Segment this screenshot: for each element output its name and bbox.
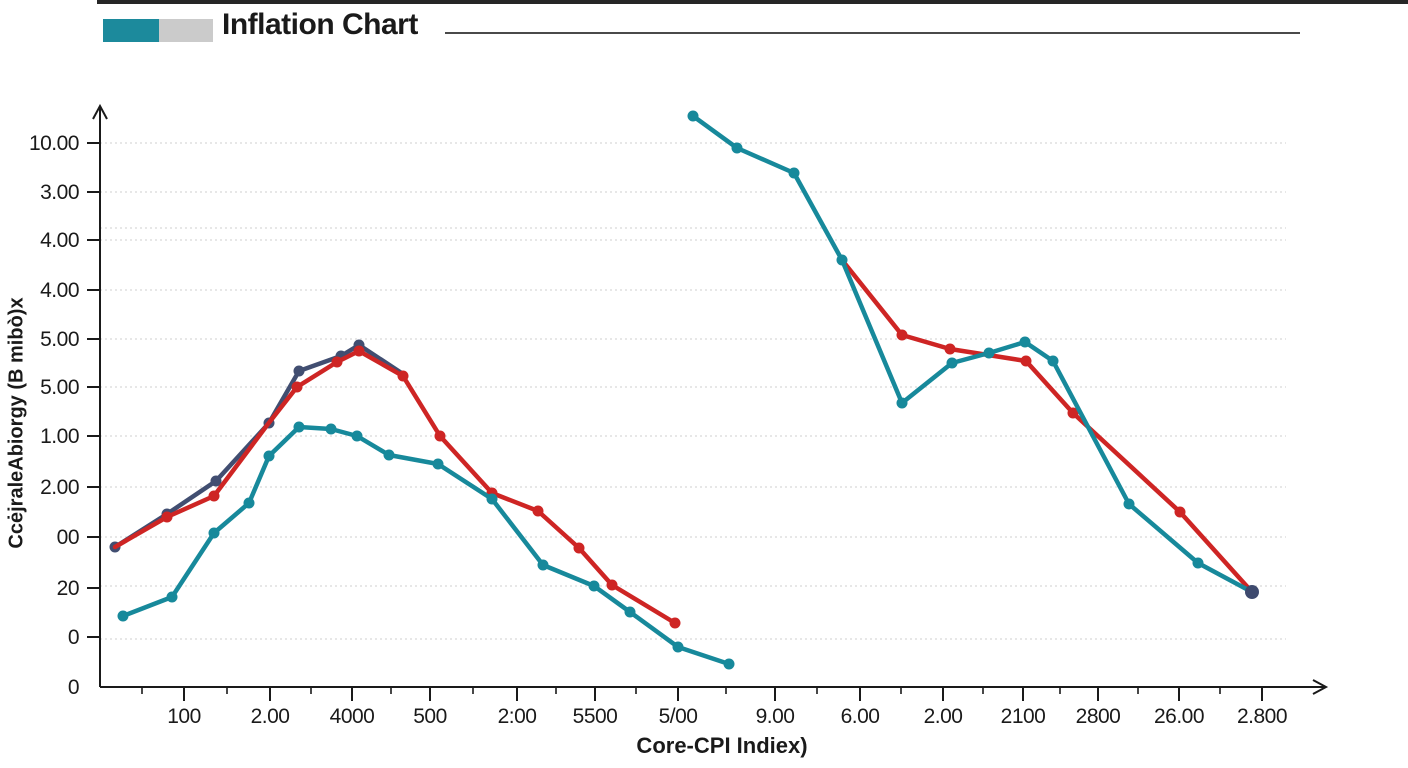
legend-swatch-teal [103,19,159,42]
series-teal-right-point [836,254,848,266]
series-red-left-point [331,356,343,368]
series-red-left-point [434,430,446,442]
x-tick-label: 6.00 [841,705,880,728]
page-top-bar [97,0,1408,4]
x-axis-arrow-icon [1312,679,1329,695]
x-tick-label: 2.00 [251,705,290,728]
series-red-left-line [112,348,678,626]
x-tick-label: 2.800 [1237,705,1287,728]
series-red-left-point [606,579,618,591]
series-teal-left-point [243,497,255,509]
series-teal-left-point [672,641,684,653]
series-teal-left-point [624,606,636,618]
series-teal-right-point [731,142,743,154]
y-tick-label: 1.00 [40,425,79,448]
series-teal-left-point [723,658,735,670]
series-navy-left-point [293,365,305,377]
series-teal-right-point [983,347,995,359]
x-tick-label: 100 [167,705,201,728]
series-teal-left-point [263,450,275,462]
series-red-right-point [1067,407,1079,419]
series-end-point [1245,585,1259,599]
series-teal-right-point [1123,498,1135,510]
series-navy-left-line [112,342,406,550]
series-teal-left-point [325,423,337,435]
series-teal-right-point [1192,557,1204,569]
series-red-left-point [669,617,681,629]
series-red-left-point [573,542,585,554]
y-tick-label: 4.00 [40,229,79,252]
x-tick-label: 5/00 [659,705,698,728]
series-navy-left-point [210,475,222,487]
series-teal-right-point [687,110,699,122]
series-teal-right-point [1047,355,1059,367]
series-teal-left-point [537,559,549,571]
x-tick-label: 9.00 [756,705,795,728]
series-red-left-point [291,381,303,393]
x-axis-title: Core-CPI Indiex) [636,733,808,758]
series-teal-left-point [486,493,498,505]
x-tick-label: 2800 [1076,705,1121,728]
x-tick-label: 2:00 [498,705,537,728]
legend-swatch-gray [159,19,213,42]
series-red-left-point [397,370,409,382]
series-teal-left-point [351,430,363,442]
y-tick-label: 3.00 [40,181,79,204]
x-tick-label: 26.00 [1154,705,1204,728]
y-tick-label: 20 [57,577,79,600]
series-red-left-point [353,345,365,357]
x-tick-label: 5500 [573,705,618,728]
y-tick-label: 0 [68,626,79,649]
y-tick-label: 2.00 [40,476,79,499]
series-teal-left-point [166,591,178,603]
series-teal-left-line [120,424,732,667]
y-tick-label: 10.00 [29,132,79,155]
series-teal-right-point [788,167,800,179]
series-red-right-point [1020,355,1032,367]
x-tick-label: 2100 [1001,705,1046,728]
y-tick-label: 5.00 [40,328,79,351]
series-teal-left-point [117,610,129,622]
y-axis-title: CcėjrаleAbiorgy (B mibò)x [5,297,28,549]
series-red-left-point [161,511,173,523]
series-red-right-point [896,329,908,341]
series-teal-left-point [208,527,220,539]
series-red-right-point [1174,506,1186,518]
x-tick-label: 2.00 [924,705,963,728]
title-underline [445,32,1300,34]
y-axis-arrow-icon [92,103,108,120]
series-teal-right-line [690,113,1255,595]
series-teal-right-point [1019,336,1031,348]
x-tick-label: 4000 [330,705,375,728]
y-tick-label: 00 [57,526,79,549]
series-teal-left-point [383,449,395,461]
page-title: Inflation Chart [222,8,418,41]
series-red-left-point [532,505,544,517]
series-red-right-point [944,343,956,355]
x-tick-label: 500 [413,705,447,728]
series-teal-left-point [432,458,444,470]
series-teal-right-point [946,357,958,369]
series-teal-left-point [588,580,600,592]
y-tick-label: 5.00 [40,376,79,399]
series-red-right-line [839,257,1255,595]
y-tick-label: 4.00 [40,279,79,302]
series-teal-right-point [896,397,908,409]
y-tick-label: 0 [68,676,79,699]
series-teal-left-point [293,421,305,433]
series-red-left-point [208,490,220,502]
